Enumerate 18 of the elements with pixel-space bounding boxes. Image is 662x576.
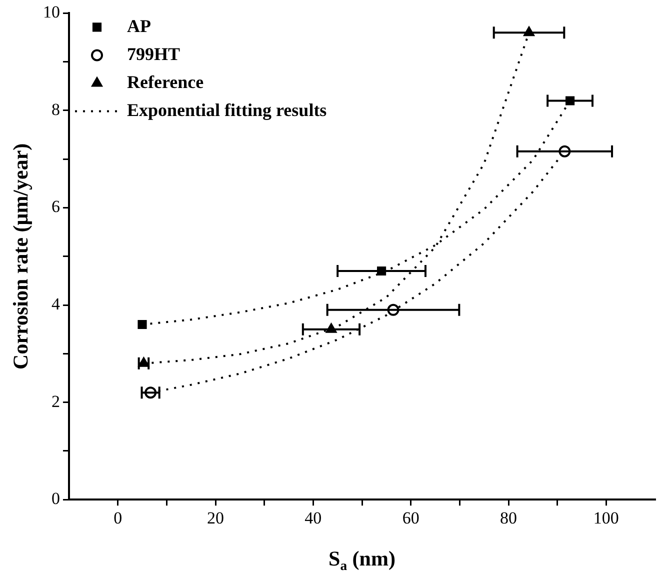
x-tick-label: 80 [500, 508, 517, 528]
y-tick-label: 2 [52, 392, 60, 411]
y-tick-label: 6 [52, 197, 60, 216]
y-tick-label: 0 [52, 489, 60, 508]
legend-label: Exponential fitting results [127, 100, 327, 120]
legend-label: 799HT [127, 44, 180, 64]
point [138, 320, 147, 330]
x-tick-label: 40 [304, 508, 322, 528]
x-tick-label: 100 [593, 508, 619, 528]
legend-label: Reference [127, 72, 204, 92]
y-tick-label: 8 [52, 100, 60, 119]
y-axis-title: Corrosion rate (μm/year) [8, 143, 32, 370]
legend-label: AP [127, 16, 151, 36]
x-tick-label: 0 [114, 508, 122, 528]
x-tick-label: 60 [402, 508, 420, 528]
x-tick-label: 20 [207, 508, 224, 528]
y-tick-label: 4 [52, 294, 60, 314]
y-tick-label: 10 [43, 2, 60, 22]
